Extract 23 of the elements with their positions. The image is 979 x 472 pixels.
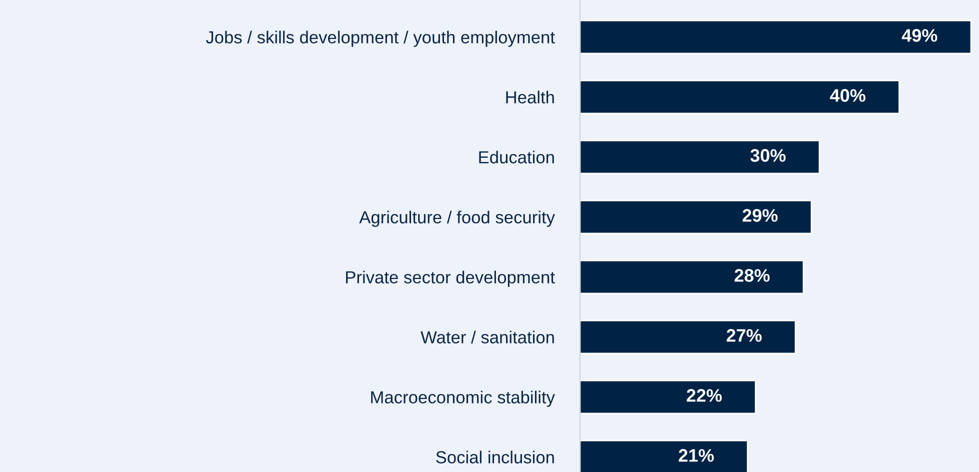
bar [580, 80, 900, 114]
data-label: 40% [830, 89, 866, 102]
y-tick-label: Jobs / skills development / youth employment [206, 30, 555, 47]
data-label: 49% [902, 29, 938, 42]
bar [580, 380, 756, 414]
bar [580, 260, 804, 294]
bar [580, 200, 812, 234]
bar [580, 20, 972, 54]
y-tick-label: Water / sanitation [420, 330, 554, 344]
y-tick-label: Agriculture / food security [359, 210, 555, 227]
data-label: 29% [742, 209, 778, 222]
data-label: 30% [750, 149, 786, 162]
y-tick-label: Social inclusion [436, 450, 554, 464]
y-tick-label: Health [506, 90, 554, 104]
data-label: 22% [686, 389, 722, 402]
data-label: 21% [678, 449, 714, 462]
bar [580, 140, 820, 174]
y-tick-label: Private sector development [346, 270, 555, 287]
data-label: 27% [726, 329, 762, 342]
y-tick-label: Education [479, 150, 554, 164]
data-label: 28% [734, 269, 770, 282]
bar [580, 320, 796, 354]
y-tick-label: Macroeconomic stability [371, 390, 555, 407]
